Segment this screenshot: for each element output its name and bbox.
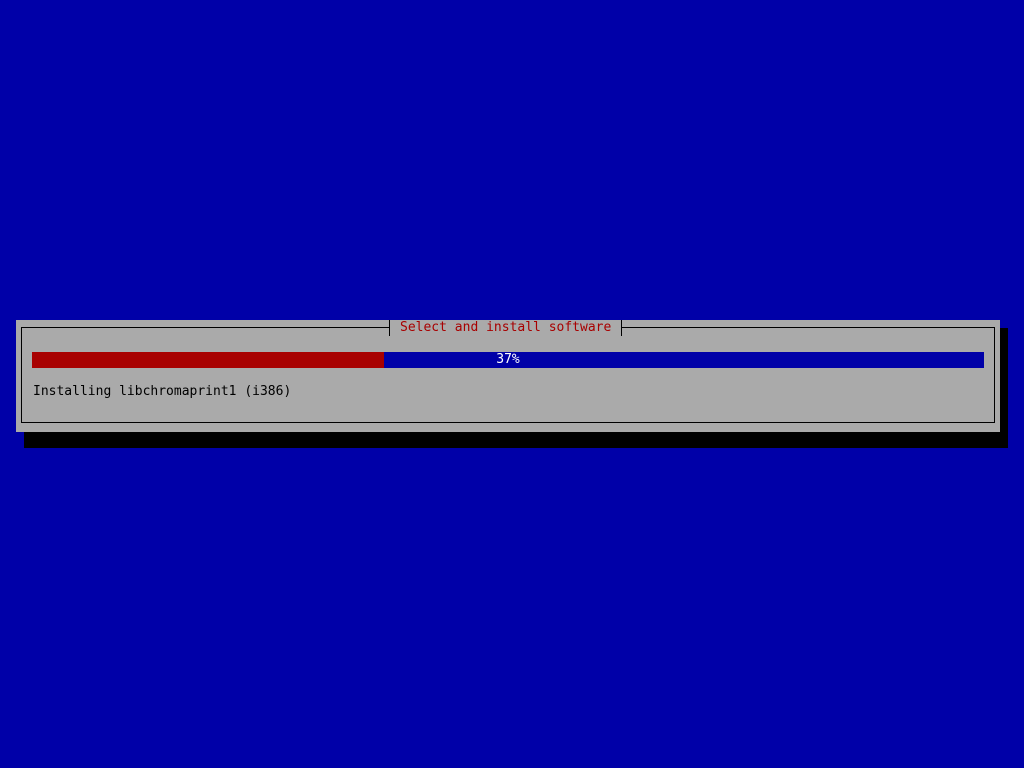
progress-dialog: Select and install software 37% Installi… xyxy=(16,320,1000,432)
dialog-title: Select and install software xyxy=(389,320,623,336)
dialog-frame xyxy=(21,327,995,423)
progress-bar: 37% xyxy=(32,352,984,368)
progress-percent: 37% xyxy=(496,352,520,367)
progress-fill xyxy=(32,352,385,368)
status-text: Installing libchromaprint1 (i386) xyxy=(33,384,292,399)
